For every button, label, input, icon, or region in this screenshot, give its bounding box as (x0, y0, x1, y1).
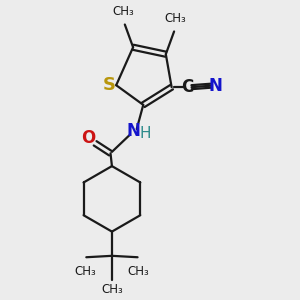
Text: N: N (126, 122, 140, 140)
Text: CH₃: CH₃ (101, 283, 123, 296)
Text: S: S (103, 76, 116, 94)
Text: C: C (181, 78, 194, 96)
Text: CH₃: CH₃ (165, 12, 186, 25)
Text: H: H (140, 126, 151, 141)
Text: CH₃: CH₃ (112, 5, 134, 18)
Text: CH₃: CH₃ (75, 265, 97, 278)
Text: N: N (209, 77, 223, 95)
Text: O: O (82, 129, 96, 147)
Text: CH₃: CH₃ (127, 265, 149, 278)
